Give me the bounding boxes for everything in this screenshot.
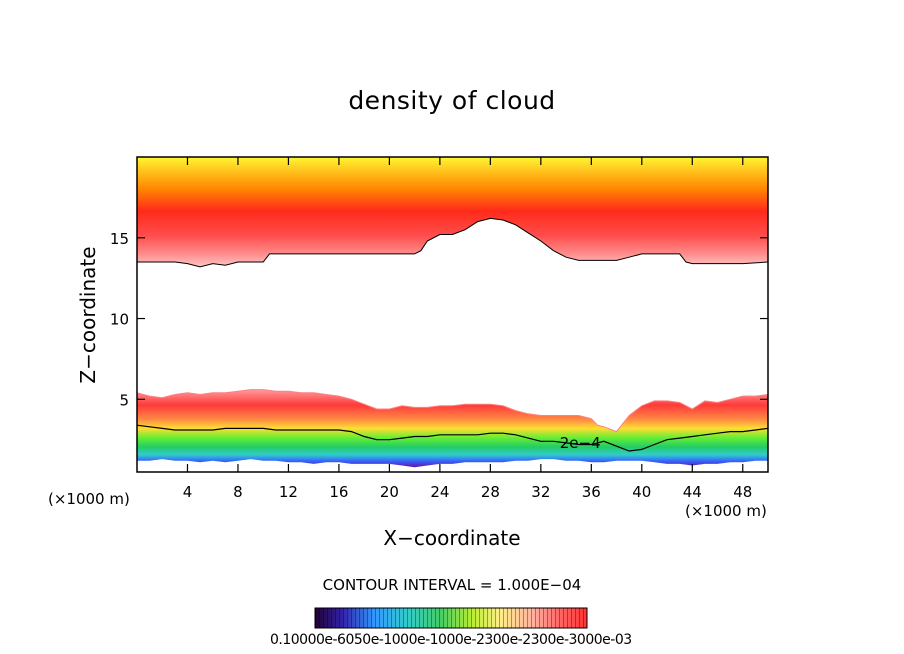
x-tick-label: 4 [183, 483, 193, 501]
contour-line-label: 2e−4 [560, 434, 601, 452]
plot-layers [137, 157, 768, 468]
x-axis-unit-right: (×1000 m) [685, 502, 767, 520]
x-tick-label: 48 [733, 483, 752, 501]
x-tick-label: 16 [329, 483, 348, 501]
chart-title: density of cloud [348, 86, 556, 115]
x-tick-label: 20 [380, 483, 399, 501]
y-axis-label: Z−coordinate [76, 246, 100, 384]
contour-interval-text: CONTOUR INTERVAL = 1.000E−04 [322, 576, 582, 594]
x-tick-label: 36 [582, 483, 601, 501]
plot-frame [136, 156, 769, 473]
x-tick-label: 8 [233, 483, 243, 501]
upper-layer-boundary [137, 217, 768, 268]
x-tick-label: 24 [430, 483, 449, 501]
upper-cloud-layer [137, 157, 768, 267]
y-tick-label: 15 [110, 230, 129, 248]
colorbar-divisions [315, 608, 587, 628]
x-axis-ticks: 4 8 12 16 20 24 28 32 36 40 44 48 [183, 157, 752, 501]
lower-cloud-layer [137, 389, 768, 468]
x-axis-label: X−coordinate [383, 526, 521, 550]
x-axis-unit-left: (×1000 m) [48, 490, 130, 508]
y-tick-label: 5 [119, 391, 129, 409]
contour-line-2e-4 [137, 424, 768, 452]
x-tick-label: 32 [531, 483, 550, 501]
y-tick-label: 10 [110, 311, 129, 329]
x-tick-label: 28 [481, 483, 500, 501]
y-axis-ticks: 5 10 15 [110, 230, 768, 409]
colorbar-labels: 0.10000e-6050e-1000e-1000e-2300e-2300e-3… [270, 632, 632, 648]
lower-layer-top-edge [137, 389, 768, 433]
x-tick-label: 12 [279, 483, 298, 501]
x-tick-label: 40 [632, 483, 651, 501]
x-tick-label: 44 [683, 483, 702, 501]
